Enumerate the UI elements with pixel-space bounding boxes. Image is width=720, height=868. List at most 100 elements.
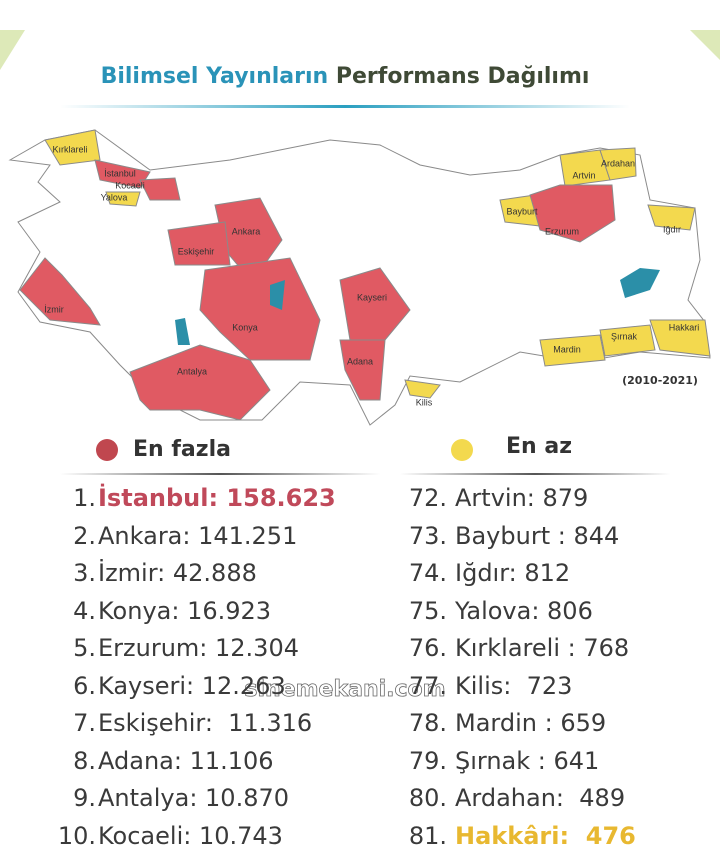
title-part: Performans Dağılımı xyxy=(336,64,590,89)
rank: 10. xyxy=(57,821,96,850)
rank: 2. xyxy=(73,521,96,550)
province xyxy=(139,177,181,201)
rank: 76. xyxy=(408,634,447,662)
list-row: 9.Antalya: 10.870 xyxy=(50,780,289,817)
divider xyxy=(400,473,670,475)
map-label: Eskişehir xyxy=(178,246,215,256)
rank: 79. xyxy=(408,746,447,775)
list-row: 81. Hakkâri: 476 xyxy=(395,818,636,855)
list-text: İstanbul: 158.623 xyxy=(98,484,336,512)
list-text: Şırnak : 641 xyxy=(455,746,600,775)
list-text: Bayburt : 844 xyxy=(455,521,620,550)
list-row: 1.İstanbul: 158.623 xyxy=(50,480,336,517)
lake xyxy=(620,268,660,298)
province xyxy=(647,204,696,231)
map-label: Kırklareli xyxy=(52,144,87,154)
rank: 5. xyxy=(73,634,96,662)
rank: 73. xyxy=(408,521,447,550)
list-row: 79. Şırnak : 641 xyxy=(395,743,600,780)
rank: 7. xyxy=(73,709,96,737)
list-row: 5.Erzurum: 12.304 xyxy=(50,630,299,667)
map-label: Kilis xyxy=(416,397,433,407)
rank: 81. xyxy=(408,821,447,850)
list-row: 6.Kayseri: 12.263 xyxy=(50,668,286,705)
lake xyxy=(175,318,190,345)
rank: 3. xyxy=(73,559,96,587)
map-label: Kocaeli xyxy=(115,180,145,190)
list-text: Iğdır: 812 xyxy=(455,559,571,587)
list-row: 4.Konya: 16.923 xyxy=(50,593,271,630)
list-row: 8.Adana: 11.106 xyxy=(50,743,274,780)
province xyxy=(167,221,231,266)
rank: 4. xyxy=(73,596,96,625)
title-underline xyxy=(60,105,630,108)
list-text: Adana: 11.106 xyxy=(98,746,274,775)
rank: 77. xyxy=(408,671,447,700)
rank: 75. xyxy=(408,596,447,625)
province xyxy=(599,324,656,357)
map-label: Yalova xyxy=(101,192,128,202)
map-label: Ankara xyxy=(232,226,261,236)
rank: 1. xyxy=(73,484,96,512)
list-row: 75. Yalova: 806 xyxy=(395,593,593,630)
list-row: 72. Artvin: 879 xyxy=(395,480,588,517)
legend-label: En az xyxy=(506,434,572,459)
list-text: Kilis: 723 xyxy=(455,671,573,700)
legend-label: En fazla xyxy=(133,437,231,462)
corner-decor xyxy=(0,30,25,70)
map-label: Artvin xyxy=(572,170,595,180)
map-labels: Kırklareli İstanbul Kocaeli Yalova Ankar… xyxy=(44,144,699,407)
map-label: Mardin xyxy=(553,344,581,354)
map-label: Hakkari xyxy=(669,322,700,332)
province xyxy=(44,129,101,166)
map-label: Antalya xyxy=(177,366,207,376)
map xyxy=(8,129,711,426)
list-row: 76. Kırklareli : 768 xyxy=(395,630,629,667)
title: Bilimsel Yayınların Performans Dağılımı xyxy=(101,64,590,89)
watermark: sinemekani.com xyxy=(244,677,445,702)
map-label: Konya xyxy=(232,322,258,332)
list-row: 73. Bayburt : 844 xyxy=(395,518,619,555)
map-label: Adana xyxy=(347,356,373,366)
map-label: İzmir xyxy=(44,304,64,314)
list-text: Artvin: 879 xyxy=(455,484,589,512)
lake xyxy=(270,280,285,310)
list-text: Antalya: 10.870 xyxy=(98,784,290,812)
province xyxy=(339,267,411,341)
list-text: Ardahan: 489 xyxy=(455,784,626,812)
list-text: Hakkâri: 476 xyxy=(455,821,636,850)
rank: 78. xyxy=(408,709,447,737)
legend-dot xyxy=(451,439,473,461)
list-text: Eskişehir: 11.316 xyxy=(98,709,313,737)
province xyxy=(539,334,606,367)
list-row: 10.Kocaeli: 10.743 xyxy=(50,818,283,855)
list-text: Erzurum: 12.304 xyxy=(98,634,299,662)
province xyxy=(105,191,141,207)
province xyxy=(94,159,151,189)
list-row: 77. Kilis: 723 xyxy=(395,668,573,705)
province xyxy=(199,257,321,361)
list-text: Kocaeli: 10.743 xyxy=(98,821,283,850)
province xyxy=(599,147,637,181)
rank: 74. xyxy=(408,559,447,587)
rank: 80. xyxy=(408,784,447,812)
list-text: Ankara: 141.251 xyxy=(98,521,298,550)
list-row: 7.Eskişehir: 11.316 xyxy=(50,705,312,742)
list-row: 74. Iğdır: 812 xyxy=(395,555,570,592)
list-text: Yalova: 806 xyxy=(455,596,593,625)
map-label: Bayburt xyxy=(506,206,538,216)
period: (2010-2021) xyxy=(622,374,698,387)
list-text: Kırklareli : 768 xyxy=(455,634,630,662)
list-text: Konya: 16.923 xyxy=(98,596,272,625)
rank: 8. xyxy=(73,746,96,775)
province xyxy=(19,257,101,326)
province xyxy=(649,319,711,357)
list-row: 80. Ardahan: 489 xyxy=(395,780,625,817)
list-text: Kayseri: 12.263 xyxy=(98,671,286,700)
list-row: 2.Ankara: 141.251 xyxy=(50,518,297,555)
map-label: Erzurum xyxy=(545,226,579,236)
divider xyxy=(60,473,380,475)
list-text: Mardin : 659 xyxy=(455,709,607,737)
